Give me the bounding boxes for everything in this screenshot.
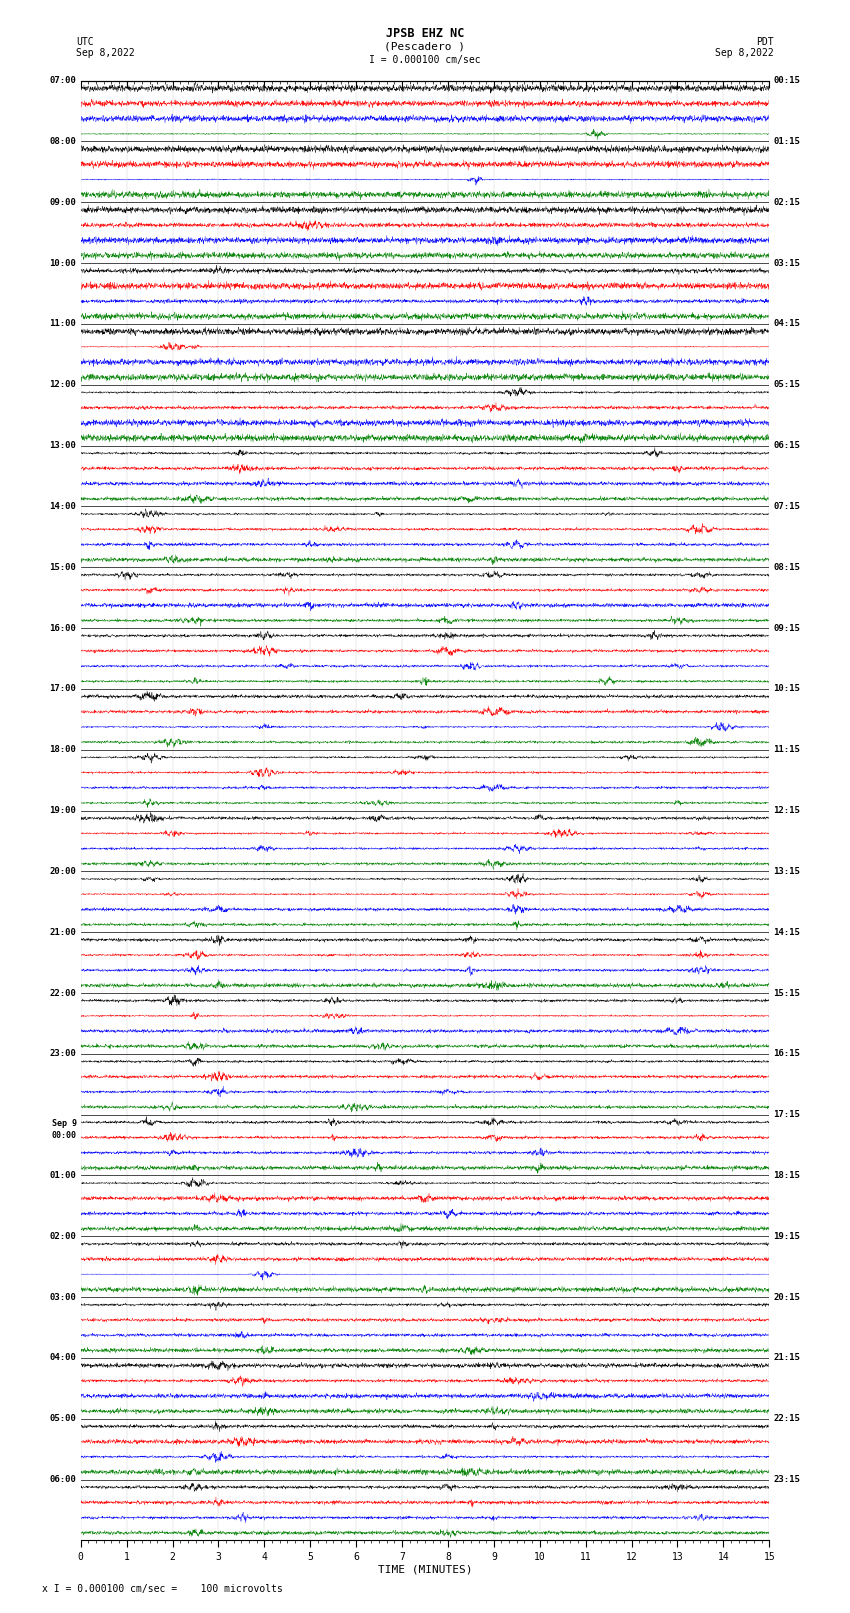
Text: 06:15: 06:15: [774, 440, 801, 450]
Text: 08:00: 08:00: [49, 137, 76, 145]
Text: 16:00: 16:00: [49, 624, 76, 632]
Text: 04:00: 04:00: [49, 1353, 76, 1363]
Text: 14:00: 14:00: [49, 502, 76, 511]
Text: 13:15: 13:15: [774, 866, 801, 876]
Text: 08:15: 08:15: [774, 563, 801, 571]
Text: 04:15: 04:15: [774, 319, 801, 329]
X-axis label: TIME (MINUTES): TIME (MINUTES): [377, 1565, 473, 1574]
Text: PDT: PDT: [756, 37, 774, 47]
Text: 11:00: 11:00: [49, 319, 76, 329]
Text: 15:00: 15:00: [49, 563, 76, 571]
Text: 23:00: 23:00: [49, 1050, 76, 1058]
Text: 06:00: 06:00: [49, 1476, 76, 1484]
Text: 14:15: 14:15: [774, 927, 801, 937]
Text: 22:15: 22:15: [774, 1415, 801, 1423]
Text: Sep 8,2022: Sep 8,2022: [715, 48, 774, 58]
Text: 18:15: 18:15: [774, 1171, 801, 1181]
Text: 12:15: 12:15: [774, 806, 801, 815]
Text: Sep 9: Sep 9: [52, 1119, 76, 1129]
Text: 00:00: 00:00: [52, 1131, 76, 1140]
Text: x I = 0.000100 cm/sec =    100 microvolts: x I = 0.000100 cm/sec = 100 microvolts: [42, 1584, 283, 1594]
Text: 01:00: 01:00: [49, 1171, 76, 1181]
Text: 21:15: 21:15: [774, 1353, 801, 1363]
Text: I = 0.000100 cm/sec: I = 0.000100 cm/sec: [369, 55, 481, 65]
Text: 05:15: 05:15: [774, 381, 801, 389]
Text: 17:15: 17:15: [774, 1110, 801, 1119]
Text: 07:15: 07:15: [774, 502, 801, 511]
Text: 23:15: 23:15: [774, 1476, 801, 1484]
Text: 11:15: 11:15: [774, 745, 801, 755]
Text: 09:15: 09:15: [774, 624, 801, 632]
Text: 00:15: 00:15: [774, 76, 801, 85]
Text: 18:00: 18:00: [49, 745, 76, 755]
Text: (Pescadero ): (Pescadero ): [384, 42, 466, 52]
Text: 15:15: 15:15: [774, 989, 801, 997]
Text: 20:15: 20:15: [774, 1292, 801, 1302]
Text: 10:00: 10:00: [49, 258, 76, 268]
Text: 13:00: 13:00: [49, 440, 76, 450]
Text: 07:00: 07:00: [49, 76, 76, 85]
Text: 03:00: 03:00: [49, 1292, 76, 1302]
Text: 03:15: 03:15: [774, 258, 801, 268]
Text: 02:15: 02:15: [774, 198, 801, 206]
Text: JPSB EHZ NC: JPSB EHZ NC: [386, 27, 464, 40]
Text: Sep 8,2022: Sep 8,2022: [76, 48, 135, 58]
Text: 20:00: 20:00: [49, 866, 76, 876]
Text: 12:00: 12:00: [49, 381, 76, 389]
Text: 05:00: 05:00: [49, 1415, 76, 1423]
Text: 10:15: 10:15: [774, 684, 801, 694]
Text: 21:00: 21:00: [49, 927, 76, 937]
Text: 19:15: 19:15: [774, 1232, 801, 1240]
Text: UTC: UTC: [76, 37, 94, 47]
Text: 02:00: 02:00: [49, 1232, 76, 1240]
Text: 01:15: 01:15: [774, 137, 801, 145]
Text: 16:15: 16:15: [774, 1050, 801, 1058]
Text: 09:00: 09:00: [49, 198, 76, 206]
Text: 22:00: 22:00: [49, 989, 76, 997]
Text: 19:00: 19:00: [49, 806, 76, 815]
Text: 17:00: 17:00: [49, 684, 76, 694]
